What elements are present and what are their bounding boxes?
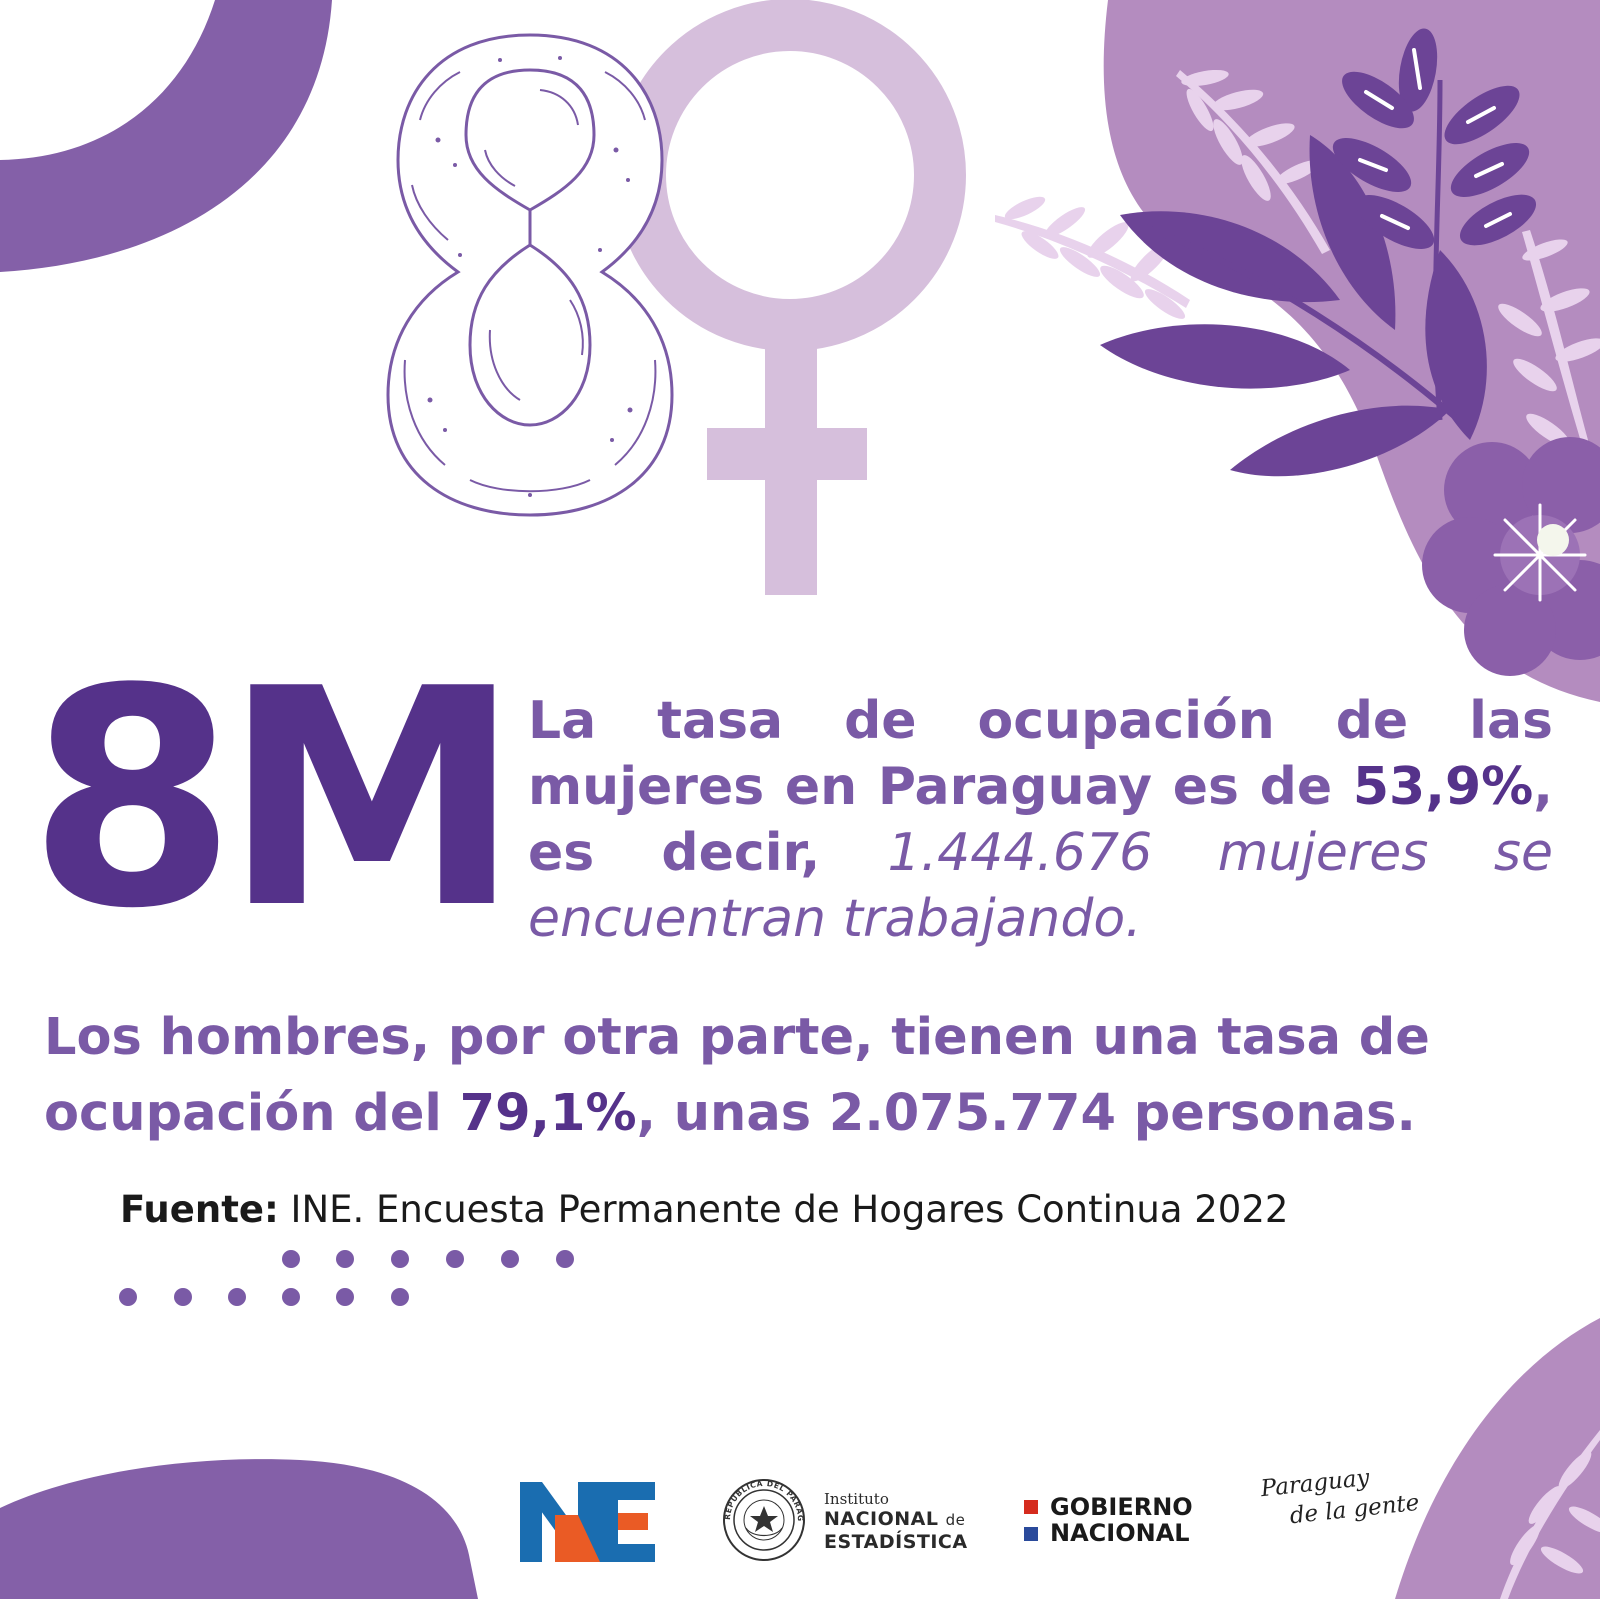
- women-count-text: 1.444.676 mujeres se encuentran trabajan…: [528, 823, 1553, 949]
- women-employment-paragraph: La tasa de ocupación de las mujeres en P…: [528, 688, 1553, 952]
- ine-line2: NACIONAL de: [824, 1508, 968, 1531]
- svg-text:REPÚBLICA DEL PARAGUAY: REPÚBLICA DEL PARAGUAY: [718, 1474, 805, 1522]
- floral-leaves-icon: [995, 28, 1600, 676]
- headline-8m: 8M: [28, 625, 521, 974]
- women-rate: 53,9%: [1352, 757, 1534, 817]
- p2-text-intro: Los hombres, por otra parte, tienen una …: [44, 1008, 1430, 1143]
- men-employment-paragraph: Los hombres, por otra parte, tienen una …: [44, 1000, 1564, 1152]
- gobierno-line2: NACIONAL: [1050, 1519, 1190, 1547]
- source-citation: Fuente: INE. Encuesta Permanente de Hoga…: [120, 1188, 1520, 1232]
- ine-line2-main: NACIONAL: [824, 1508, 939, 1530]
- ine-line1: Instituto: [824, 1490, 889, 1508]
- p1-text-intro: La tasa de ocupación de las mujeres en P…: [528, 691, 1553, 817]
- seal-text: REPÚBLICA DEL PARAGUAY: [718, 1474, 805, 1522]
- flag-red-square: [1024, 1500, 1038, 1514]
- ine-line3: ESTADÍSTICA: [824, 1531, 968, 1553]
- men-rate: 79,1%: [459, 1084, 637, 1143]
- national-seal-icon: [723, 1479, 805, 1561]
- source-label: Fuente:: [120, 1188, 279, 1231]
- ine-institution-name: Instituto NACIONAL de ESTADÍSTICA: [824, 1490, 968, 1553]
- top-left-arc: [0, 0, 332, 272]
- p1-text-mid: , es decir,: [528, 757, 1553, 883]
- dot-pattern: [119, 1250, 574, 1306]
- ine-logo-icon: [520, 1482, 655, 1562]
- flag-blue-square: [1024, 1527, 1038, 1541]
- p2-text-end: , unas 2.075.774 personas.: [636, 1084, 1416, 1143]
- ine-line2-suffix: de: [945, 1511, 966, 1529]
- seal-text-ring: REPÚBLICA DEL PARAGUAY: [718, 1474, 805, 1522]
- venus-symbol-icon: [614, 0, 966, 595]
- eight-numeral-icon: [386, 33, 674, 517]
- bottom-left-blob: [0, 1459, 478, 1599]
- source-text: INE. Encuesta Permanente de Hogares Cont…: [278, 1188, 1289, 1231]
- gobierno-line1: GOBIERNO: [1050, 1493, 1193, 1521]
- bottom-right-blob: [1395, 1318, 1600, 1599]
